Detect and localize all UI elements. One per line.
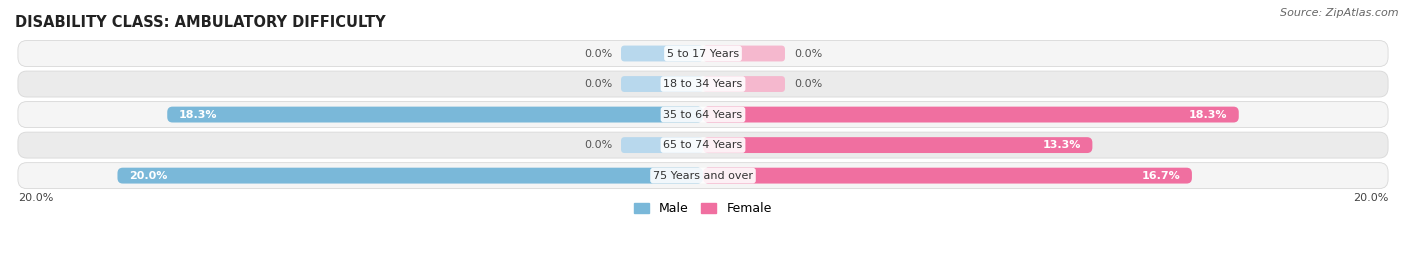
FancyBboxPatch shape (167, 107, 703, 122)
Text: 20.0%: 20.0% (1353, 193, 1388, 203)
Text: 35 to 64 Years: 35 to 64 Years (664, 110, 742, 120)
FancyBboxPatch shape (118, 168, 703, 184)
Text: 18.3%: 18.3% (179, 110, 218, 120)
FancyBboxPatch shape (703, 107, 1239, 122)
FancyBboxPatch shape (703, 76, 785, 92)
FancyBboxPatch shape (703, 168, 1192, 184)
Text: 18 to 34 Years: 18 to 34 Years (664, 79, 742, 89)
Text: 65 to 74 Years: 65 to 74 Years (664, 140, 742, 150)
Text: 0.0%: 0.0% (583, 140, 612, 150)
Text: 0.0%: 0.0% (794, 49, 823, 58)
FancyBboxPatch shape (703, 46, 785, 61)
FancyBboxPatch shape (703, 137, 1092, 153)
Legend: Male, Female: Male, Female (630, 198, 776, 220)
FancyBboxPatch shape (18, 132, 1388, 158)
Text: 75 Years and over: 75 Years and over (652, 171, 754, 181)
Text: 20.0%: 20.0% (129, 171, 167, 181)
FancyBboxPatch shape (621, 46, 703, 61)
FancyBboxPatch shape (621, 137, 703, 153)
Text: 13.3%: 13.3% (1042, 140, 1081, 150)
Text: DISABILITY CLASS: AMBULATORY DIFFICULTY: DISABILITY CLASS: AMBULATORY DIFFICULTY (15, 15, 385, 30)
FancyBboxPatch shape (18, 71, 1388, 97)
Text: 0.0%: 0.0% (583, 49, 612, 58)
Text: 16.7%: 16.7% (1142, 171, 1180, 181)
Text: Source: ZipAtlas.com: Source: ZipAtlas.com (1281, 8, 1399, 18)
Text: 18.3%: 18.3% (1188, 110, 1227, 120)
Text: 0.0%: 0.0% (583, 79, 612, 89)
Text: 5 to 17 Years: 5 to 17 Years (666, 49, 740, 58)
Text: 20.0%: 20.0% (18, 193, 53, 203)
FancyBboxPatch shape (18, 40, 1388, 66)
FancyBboxPatch shape (621, 76, 703, 92)
FancyBboxPatch shape (18, 163, 1388, 189)
FancyBboxPatch shape (18, 102, 1388, 128)
Text: 0.0%: 0.0% (794, 79, 823, 89)
